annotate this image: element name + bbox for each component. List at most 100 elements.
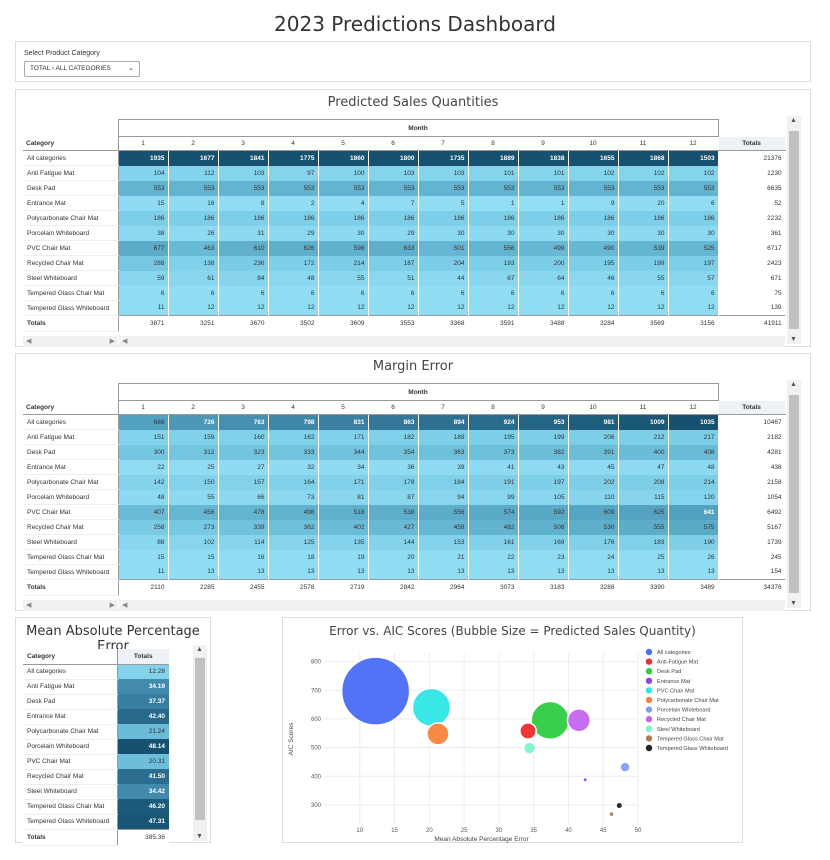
bubble-polycarbonate-chair-mat[interactable] <box>426 722 450 746</box>
value-cell: 12 <box>568 300 619 316</box>
header-spacer <box>23 383 118 401</box>
legend-marker[interactable] <box>645 725 653 732</box>
bubble-all-categories[interactable] <box>340 656 411 726</box>
legend-label[interactable]: Porcelain Whiteboard <box>657 708 710 714</box>
table-row: Tempered Glass Whiteboard 47.31 <box>23 814 169 830</box>
value-cell: 100 <box>318 165 369 181</box>
scroll-right-icon[interactable]: ▶ <box>109 338 115 345</box>
value-cell: 6 <box>568 285 619 301</box>
column-total: 2110 <box>118 579 169 596</box>
scroll-thumb[interactable] <box>195 658 205 820</box>
legend-marker[interactable] <box>645 706 653 713</box>
value-cell: 22 <box>468 549 519 565</box>
sales-vscroll[interactable]: ▲ ▼ <box>787 116 801 344</box>
value-cell: 176 <box>568 534 619 550</box>
scroll-up-icon[interactable]: ▲ <box>196 646 203 653</box>
value-cell: 553 <box>318 180 369 196</box>
value-cell: 186 <box>518 210 569 226</box>
bubble-entrance-mat[interactable] <box>583 777 588 782</box>
bubble-recycled-chair-mat[interactable] <box>566 708 592 733</box>
bubble-tempered-glass-chair-mat[interactable] <box>609 811 614 817</box>
row-total: 21376 <box>717 150 786 166</box>
month-column-header: 6 <box>368 136 419 151</box>
legend-label[interactable]: All categories <box>657 650 691 656</box>
bubble-tempered-glass-whiteboard[interactable] <box>616 802 623 809</box>
legend-marker[interactable] <box>645 658 653 665</box>
value-cell: 217 <box>668 429 719 445</box>
value-cell: 164 <box>268 474 319 490</box>
scroll-left-icon[interactable]: ◀ <box>26 338 32 345</box>
bubble-desk-pad[interactable] <box>530 700 570 741</box>
row-category: PVC Chair Mat <box>23 504 119 520</box>
legend-marker[interactable] <box>645 744 653 752</box>
legend-marker[interactable] <box>645 687 653 694</box>
legend-marker[interactable] <box>645 716 653 723</box>
value-cell: 13 <box>568 564 619 580</box>
row-total: 671 <box>717 270 786 286</box>
row-category: Steel Whiteboard <box>23 270 119 286</box>
legend-marker[interactable] <box>645 668 653 675</box>
legend-marker[interactable] <box>645 696 653 704</box>
scroll-up-icon[interactable]: ▲ <box>790 381 797 388</box>
value-cell: 88 <box>118 534 169 550</box>
value-cell: 186 <box>118 210 169 226</box>
legend-marker[interactable] <box>645 735 653 742</box>
value-cell: 13 <box>668 564 719 580</box>
value-cell: 24 <box>568 549 619 565</box>
bubble-porcelain-whiteboard[interactable] <box>620 762 630 772</box>
margin-hscroll-left[interactable]: ◀ ▶ <box>23 600 118 611</box>
margin-title: Margin Error <box>372 359 454 374</box>
row-category: Polycarbonate Chair Mat <box>23 210 119 226</box>
value-cell: 11 <box>118 564 169 580</box>
scroll-down-icon[interactable]: ▼ <box>196 833 203 840</box>
month-column-header: 3 <box>218 400 269 415</box>
legend-label[interactable]: Recycled Chair Mat <box>657 717 706 723</box>
margin-vscroll[interactable]: ▲ ▼ <box>787 380 801 608</box>
scroll-left-icon[interactable]: ◀ <box>26 602 32 609</box>
value-cell: 12 <box>168 300 219 316</box>
scroll-up-icon[interactable]: ▲ <box>790 117 797 124</box>
value-cell: 13 <box>218 564 269 580</box>
value-cell: 553 <box>568 180 619 196</box>
scroll-down-icon[interactable]: ▼ <box>790 336 797 343</box>
legend-marker[interactable] <box>645 648 653 656</box>
bubble-anti-fatigue-mat[interactable] <box>519 722 537 740</box>
legend-label[interactable]: PVC Chair Mat <box>657 688 695 694</box>
legend-label[interactable]: Steel Whiteboard <box>657 727 700 733</box>
bubble-pvc-chair-mat[interactable] <box>411 687 452 728</box>
legend-label[interactable]: Tempered Glass Chair Mat <box>657 736 724 742</box>
totals-row: Totals 385.36 <box>23 828 169 846</box>
category-select[interactable]: TOTAL › ALL CATEGORIES ⌄ <box>24 61 140 77</box>
legend-marker[interactable] <box>645 677 653 684</box>
scroll-down-icon[interactable]: ▼ <box>790 600 797 607</box>
value-cell: 186 <box>368 210 419 226</box>
value-cell: 2 <box>268 195 319 211</box>
value-cell: 169 <box>518 534 569 550</box>
legend-label[interactable]: Desk Pad <box>657 669 681 675</box>
scroll-thumb[interactable] <box>789 395 799 593</box>
legend-label[interactable]: Polycarbonate Chair Mat <box>657 698 719 704</box>
scroll-left-icon[interactable]: ◀ <box>122 602 128 609</box>
column-header-row: Category Totals <box>23 649 169 665</box>
bubble-steel-whiteboard[interactable] <box>522 741 537 755</box>
column-total: 3502 <box>268 315 319 332</box>
column-total: 3609 <box>318 315 369 332</box>
sales-hscroll-main[interactable]: ◀ <box>119 336 785 347</box>
legend-label[interactable]: Anti-Fatigue Mat <box>657 660 698 666</box>
scroll-right-icon[interactable]: ▶ <box>109 602 115 609</box>
column-total: 3251 <box>168 315 219 332</box>
value-cell: 12 <box>268 300 319 316</box>
mape-vscroll[interactable]: ▲ ▼ <box>193 645 207 841</box>
value-cell: 51 <box>368 270 419 286</box>
legend-label[interactable]: Entrance Mat <box>657 679 691 685</box>
chevron-down-icon: ⌄ <box>128 65 134 72</box>
table-row: Polycarbonate Chair Mat 21.24 <box>23 724 169 740</box>
sales-hscroll-left[interactable]: ◀ ▶ <box>23 336 118 347</box>
value-cell: 6 <box>618 285 669 301</box>
margin-hscroll-main[interactable]: ◀ <box>119 600 785 611</box>
scroll-thumb[interactable] <box>789 131 799 329</box>
scroll-left-icon[interactable]: ◀ <box>122 338 128 345</box>
row-total: 75 <box>717 285 786 301</box>
value-cell: 407 <box>118 504 169 520</box>
legend-label[interactable]: Tempered Glass Whiteboard <box>657 746 728 752</box>
